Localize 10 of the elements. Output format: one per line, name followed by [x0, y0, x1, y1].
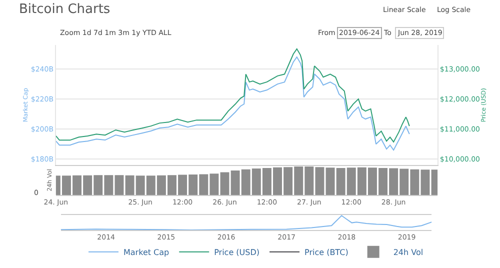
legend-label: Market Cap: [124, 248, 170, 258]
legend-label: Price (USD): [214, 248, 260, 258]
legend-label: Price (BTC): [304, 248, 348, 258]
line-series: [56, 56, 410, 151]
bar: [326, 168, 335, 196]
bar: [220, 172, 230, 196]
bar: [114, 175, 124, 196]
line-series: [56, 48, 410, 142]
legend-label: 24h Vol: [393, 248, 424, 258]
chart-title: Bitcoin Charts: [19, 2, 110, 17]
